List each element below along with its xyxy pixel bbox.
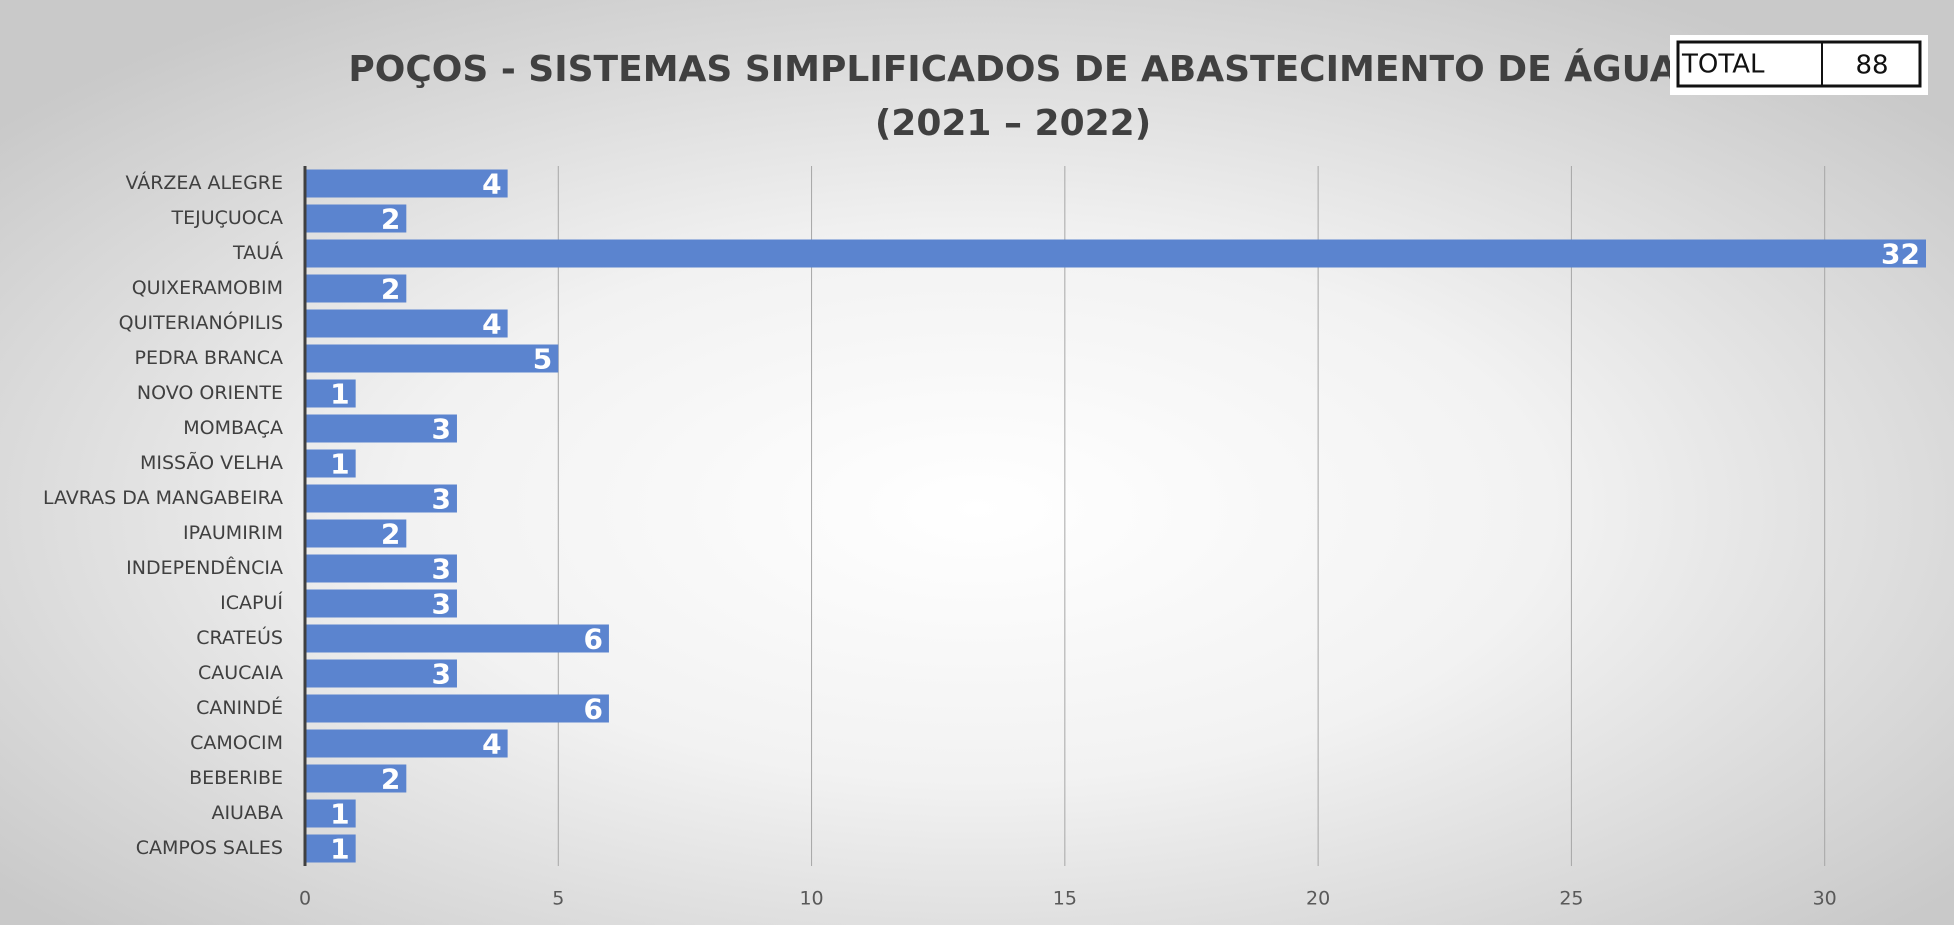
y-tick-label: CAMOCIM — [190, 732, 283, 754]
y-tick-label: AIUABA — [211, 802, 283, 824]
bar — [305, 799, 356, 828]
value-label: 32 — [1881, 238, 1920, 271]
value-label: 3 — [431, 588, 450, 621]
bar — [305, 239, 1926, 268]
value-label: 2 — [381, 203, 400, 236]
bar — [305, 624, 609, 653]
bar — [305, 659, 457, 688]
y-tick-label: MISSÃO VELHA — [140, 451, 283, 474]
value-label: 3 — [431, 483, 450, 516]
y-tick-label: QUITERIANÓPILIS — [119, 310, 283, 334]
value-label: 2 — [381, 273, 400, 306]
x-tick-label: 15 — [1053, 888, 1077, 910]
bar — [305, 519, 407, 548]
bar — [305, 764, 407, 793]
value-label: 4 — [482, 308, 501, 341]
value-label: 3 — [431, 413, 450, 446]
value-label: 2 — [381, 518, 400, 551]
x-tick-label: 20 — [1306, 888, 1330, 910]
x-tick-label: 25 — [1559, 888, 1583, 910]
bar — [305, 449, 356, 478]
y-tick-label: ICAPUÍ — [220, 591, 283, 614]
y-tick-label: NOVO ORIENTE — [137, 382, 283, 404]
value-label: 1 — [330, 448, 349, 481]
bar — [305, 344, 559, 373]
bar — [305, 834, 356, 863]
value-label: 1 — [330, 378, 349, 411]
y-tick-label: MOMBAÇA — [183, 417, 283, 439]
y-tick-label: IPAUMIRIM — [183, 522, 283, 544]
value-label: 4 — [482, 728, 501, 761]
x-tick-label: 10 — [799, 888, 823, 910]
y-tick-label: LAVRAS DA MANGABEIRA — [43, 487, 283, 509]
y-tick-label: INDEPENDÊNCIA — [126, 556, 283, 579]
value-label: 3 — [431, 553, 450, 586]
bar — [305, 309, 508, 338]
y-tick-label: CRATEÚS — [196, 625, 283, 649]
bar — [305, 554, 457, 583]
value-label: 4 — [482, 168, 501, 201]
x-tick-label: 30 — [1813, 888, 1837, 910]
value-label: 2 — [381, 763, 400, 796]
bar — [305, 414, 457, 443]
y-tick-label: CAMPOS SALES — [136, 837, 283, 859]
y-tick-label: PEDRA BRANCA — [134, 347, 283, 369]
y-tick-label: BEBERIBE — [189, 767, 283, 789]
bar — [305, 379, 356, 408]
bar — [305, 729, 508, 758]
bar — [305, 204, 407, 233]
y-tick-label: TAUÁ — [232, 241, 283, 264]
bar — [305, 484, 457, 513]
bar — [305, 694, 609, 723]
x-tick-label: 0 — [299, 888, 311, 910]
chart-title: POÇOS - SISTEMAS SIMPLIFICADOS DE ABASTE… — [348, 48, 1677, 90]
y-tick-label: CANINDÉ — [196, 696, 283, 719]
value-label: 3 — [431, 658, 450, 691]
total-value: 88 — [1855, 51, 1888, 81]
total-border — [1676, 40, 1922, 88]
value-label: 1 — [330, 833, 349, 866]
total-label: TOTAL — [1681, 50, 1765, 80]
value-label: 1 — [330, 798, 349, 831]
chart-subtitle: (2021 – 2022) — [875, 103, 1151, 144]
total-box: TOTAL 88 — [1670, 35, 1928, 95]
y-tick-label: CAUCAIA — [198, 662, 283, 684]
x-tick-label: 5 — [552, 888, 564, 910]
y-tick-label: TEJUÇUOCA — [170, 207, 283, 229]
y-tick-label: VÁRZEA ALEGRE — [125, 171, 283, 194]
value-label: 6 — [583, 693, 602, 726]
y-tick-label: QUIXERAMOBIM — [132, 277, 283, 299]
value-label: 5 — [533, 343, 552, 376]
bar — [305, 589, 457, 618]
bar — [305, 274, 407, 303]
bar — [305, 169, 508, 198]
value-label: 6 — [583, 623, 602, 656]
